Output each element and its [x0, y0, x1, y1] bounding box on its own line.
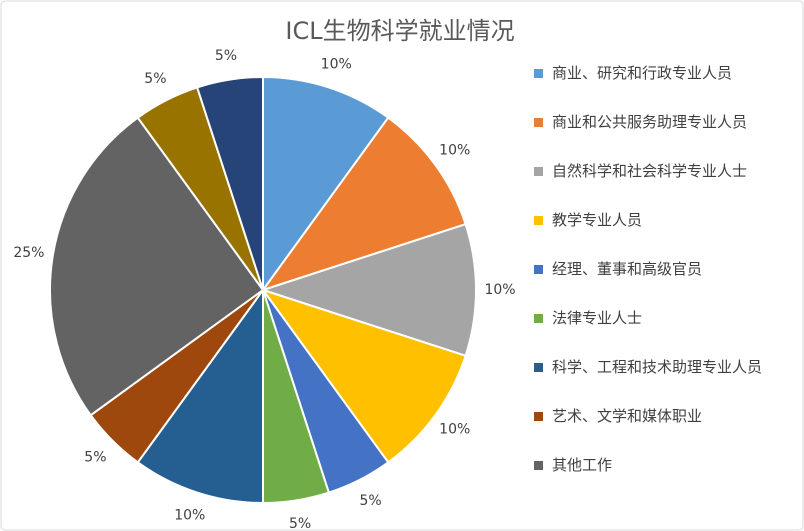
- legend-swatch: [534, 461, 543, 470]
- legend-swatch: [534, 363, 543, 372]
- pie-slice: [195, 75, 264, 291]
- legend-item: 经理、董事和高级官员: [534, 260, 796, 309]
- data-label: 10%: [484, 282, 515, 298]
- legend-swatch: [534, 167, 543, 176]
- data-label: 10%: [174, 507, 205, 523]
- data-label: 5%: [144, 71, 166, 87]
- legend-label: 科学、工程和技术助理专业人员: [552, 358, 763, 376]
- legend-item: 自然科学和社会科学专业人士: [534, 162, 796, 211]
- legend-item: 其他工作: [534, 456, 796, 505]
- legend-swatch: [534, 118, 543, 127]
- pie-slice: [136, 286, 264, 505]
- legend-label: 教学专业人员: [552, 211, 643, 229]
- legend-swatch: [534, 314, 543, 323]
- legend-label: 法律专业人士: [552, 309, 643, 327]
- legend-swatch: [534, 69, 543, 78]
- legend-label: 商业、研究和行政专业人员: [552, 64, 733, 82]
- data-label: 10%: [321, 57, 352, 73]
- data-label: 10%: [439, 421, 470, 437]
- legend-label: 商业和公共服务助理专业人员: [552, 113, 748, 131]
- data-label: 25%: [13, 245, 44, 261]
- data-label: 5%: [359, 493, 381, 509]
- legend-item: 教学专业人员: [534, 211, 796, 260]
- pie-slice: [262, 75, 390, 294]
- data-label: 10%: [439, 143, 470, 159]
- pie-slice: [259, 222, 477, 358]
- data-label: 5%: [215, 48, 237, 64]
- chart-title: ICL生物科学就业情况: [285, 17, 514, 45]
- data-label: 5%: [289, 516, 311, 531]
- legend-swatch: [534, 265, 543, 274]
- legend-item: 商业、研究和行政专业人员: [534, 64, 796, 113]
- legend-item: 法律专业人士: [534, 309, 796, 358]
- legend-swatch: [534, 412, 543, 421]
- pie-slice: [260, 116, 467, 292]
- legend-label: 艺术、文学和媒体职业: [552, 407, 703, 425]
- pie-slice: [260, 288, 467, 464]
- legend-item: 科学、工程和技术助理专业人员: [534, 358, 796, 407]
- legend-label: 其他工作: [552, 456, 613, 474]
- legend: 商业、研究和行政专业人员 商业和公共服务助理专业人员 自然科学和社会科学专业人士 教学…: [534, 64, 796, 505]
- legend-item: 商业和公共服务助理专业人员: [534, 113, 796, 162]
- legend-swatch: [534, 216, 543, 225]
- pie-slice: [49, 116, 265, 417]
- data-label: 5%: [84, 450, 106, 466]
- legend-label: 自然科学和社会科学专业人士: [552, 162, 748, 180]
- legend-label: 经理、董事和高级官员: [552, 260, 703, 278]
- legend-item: 艺术、文学和媒体职业: [534, 407, 796, 456]
